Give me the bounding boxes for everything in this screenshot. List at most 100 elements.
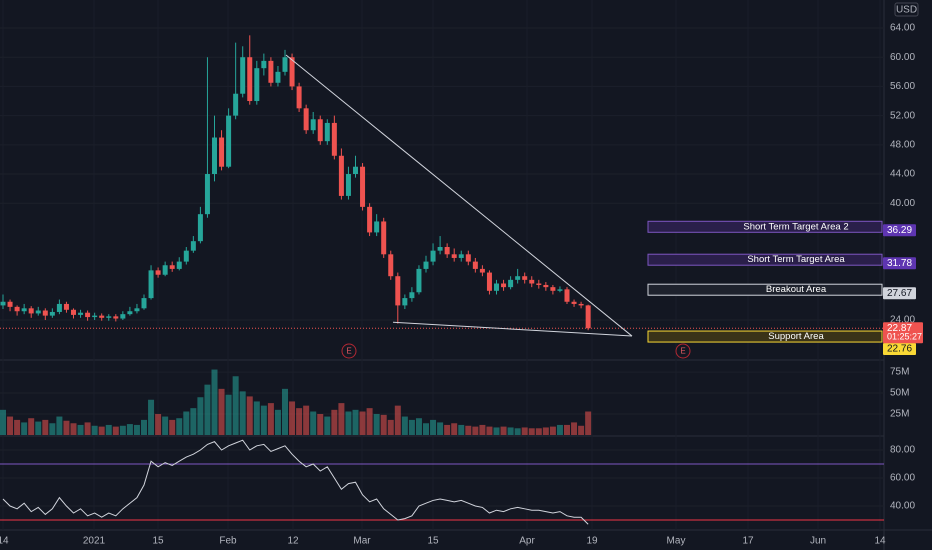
annotation-text: Support Area [768, 331, 824, 342]
x-tick-label: Mar [353, 536, 371, 547]
candle-body [261, 60, 267, 69]
candle-body [479, 268, 485, 273]
volume-bar [528, 428, 535, 435]
volume-bar [84, 422, 91, 435]
volume-bar [225, 394, 232, 435]
candle-body [444, 247, 450, 255]
candle-body [268, 60, 274, 83]
volume-bar [437, 422, 444, 435]
y-tick-label: 56.00 [890, 81, 915, 92]
volume-bar [571, 422, 578, 435]
last-price-label: 22.87 [887, 323, 912, 334]
volume-bar [352, 409, 359, 435]
y-tick-label: 40.00 [890, 501, 915, 512]
volume-bar [119, 425, 126, 435]
candle-body [529, 279, 535, 284]
currency: USD [896, 5, 917, 16]
x-tick-label: 19 [586, 536, 598, 547]
volume-bar [472, 426, 479, 435]
candle-body [113, 316, 119, 319]
candle-body [247, 57, 253, 102]
volume-bar [585, 411, 592, 435]
volume-bar [0, 409, 6, 435]
candle-body [233, 93, 239, 116]
x-tick-label: 12 [287, 536, 299, 547]
volume-bar [486, 426, 493, 435]
volume-bar [28, 418, 35, 435]
candle-body [35, 310, 41, 314]
candle-body [0, 301, 6, 306]
y-tick-label: 48.00 [890, 139, 915, 150]
volume-bar [169, 419, 176, 435]
candle-body [240, 57, 246, 94]
candle-body [303, 108, 309, 131]
annotation-text: Short Term Target Area 2 [743, 221, 848, 232]
y-tick-label: 60.00 [890, 473, 915, 484]
candle-body [367, 206, 373, 233]
volume-bar [303, 405, 310, 435]
candle-body [331, 122, 337, 156]
volume-bar [493, 427, 500, 435]
volume-bar [521, 427, 528, 435]
volume-bar [451, 423, 458, 435]
volume-bar [253, 401, 260, 435]
x-tick-label: 14 [874, 536, 886, 547]
candle-body [99, 315, 105, 318]
candle-body [127, 311, 133, 315]
candle-body [212, 137, 217, 175]
volume-bar [380, 414, 387, 435]
candle-body [92, 315, 98, 318]
candle-body [219, 137, 225, 167]
volume-bar [105, 424, 112, 435]
candle-body [360, 166, 366, 207]
volume-bar [331, 409, 338, 435]
volume-bar [70, 423, 77, 435]
candle-body [49, 311, 55, 316]
volume-bar [373, 414, 380, 435]
trendline [392, 321, 633, 337]
volume-bar [49, 423, 56, 435]
volume-bar [535, 428, 542, 435]
candle-body [338, 155, 344, 196]
x-tick-label: 2021 [83, 536, 106, 547]
candle-body [162, 265, 168, 275]
candle-body [564, 289, 570, 302]
candle-body [310, 119, 316, 131]
candle-body [56, 303, 62, 312]
volume-bar [63, 420, 70, 435]
candle-body [423, 261, 429, 269]
candle-body [409, 292, 415, 299]
rsi-line [2, 439, 589, 525]
price-label: 27.67 [887, 288, 912, 299]
candle-body [536, 283, 542, 285]
volume-bar [444, 424, 451, 435]
price-label: 22.76 [887, 344, 912, 355]
volume-bar [211, 369, 218, 435]
volume-bar [162, 416, 169, 435]
volume-bar [126, 424, 133, 435]
y-tick-label: 44.00 [890, 169, 915, 180]
volume-bar [267, 403, 274, 435]
candle-body [515, 276, 521, 280]
candle-body [275, 71, 281, 83]
candle-body [204, 174, 210, 215]
candle-body [176, 261, 182, 269]
candle-body [289, 57, 295, 87]
candle-body [388, 254, 394, 277]
earnings-marker [675, 343, 691, 359]
earnings-label: E [346, 347, 351, 356]
candle-body [353, 166, 358, 175]
annotation-box [647, 220, 883, 233]
candle-body [141, 298, 147, 309]
volume-bar [423, 423, 429, 435]
volume-bar [232, 376, 239, 435]
candle-body [508, 279, 514, 288]
price-label: 31.78 [887, 258, 912, 269]
volume-bar [458, 424, 465, 435]
volume-bar [77, 424, 84, 435]
price-label-box [883, 224, 916, 237]
volume-bar [260, 405, 267, 435]
volume-bar [155, 414, 162, 435]
